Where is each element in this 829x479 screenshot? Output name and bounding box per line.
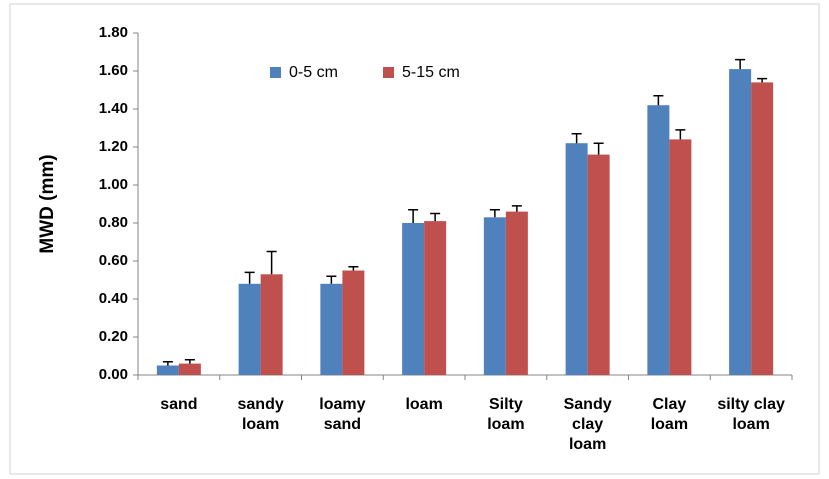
y-tick-label: 1.00 xyxy=(99,176,128,193)
bar xyxy=(178,363,201,375)
bar xyxy=(260,274,283,375)
bar xyxy=(587,154,610,375)
bar xyxy=(647,105,670,375)
x-tick-label: Sandy clay loam xyxy=(563,396,612,453)
bar xyxy=(402,223,425,375)
error-bar xyxy=(326,275,337,284)
error-bar xyxy=(675,129,686,140)
x-tick-label: loamy sand xyxy=(319,396,366,433)
y-tick-label: 0.60 xyxy=(99,252,128,269)
bar xyxy=(320,283,343,375)
x-tick-label: silty clay loam xyxy=(717,396,785,433)
error-bar xyxy=(348,265,359,271)
y-tick-label: 1.80 xyxy=(99,24,128,41)
x-tick-label: loam xyxy=(405,396,443,413)
error-bar xyxy=(653,94,664,106)
x-tick-label: Silty loam xyxy=(487,396,525,433)
y-tick-label: 1.60 xyxy=(99,62,128,79)
error-bar xyxy=(757,77,768,83)
y-tick-label: 0.00 xyxy=(99,366,128,383)
bar xyxy=(505,211,528,375)
y-tick-label: 0.40 xyxy=(99,290,128,307)
bar xyxy=(751,82,774,376)
error-bar xyxy=(571,132,582,144)
legend-swatch xyxy=(270,67,281,78)
y-tick-label: 1.40 xyxy=(99,100,128,117)
y-tick-label: 0.80 xyxy=(99,214,128,231)
y-axis-label: MWD (mm) xyxy=(37,154,58,253)
error-bar xyxy=(735,58,746,70)
bar xyxy=(424,221,447,375)
chart-frame xyxy=(9,3,820,475)
y-tick-label: 1.20 xyxy=(99,138,128,155)
error-bar xyxy=(408,208,419,223)
error-bar xyxy=(244,271,255,284)
bar xyxy=(565,143,588,375)
x-tick-label: Clay loam xyxy=(650,396,689,433)
error-bar xyxy=(266,250,277,275)
error-bar xyxy=(489,208,500,218)
y-tick-label: 0.20 xyxy=(99,328,128,345)
bar xyxy=(342,270,365,375)
bar xyxy=(483,217,506,375)
error-bar xyxy=(162,360,173,366)
legend-label: 0-5 cm xyxy=(289,64,338,81)
error-bar xyxy=(593,142,604,155)
x-tick-label: sand xyxy=(160,396,198,413)
bar xyxy=(156,365,179,375)
bar xyxy=(238,283,261,375)
error-bar xyxy=(184,359,195,364)
error-bar xyxy=(430,212,441,222)
legend-swatch xyxy=(383,67,394,78)
bar xyxy=(729,69,752,375)
bar xyxy=(669,139,692,375)
legend-label: 5-15 cm xyxy=(402,64,460,81)
error-bar xyxy=(511,205,522,212)
x-tick-label: sandy loam xyxy=(237,396,284,433)
